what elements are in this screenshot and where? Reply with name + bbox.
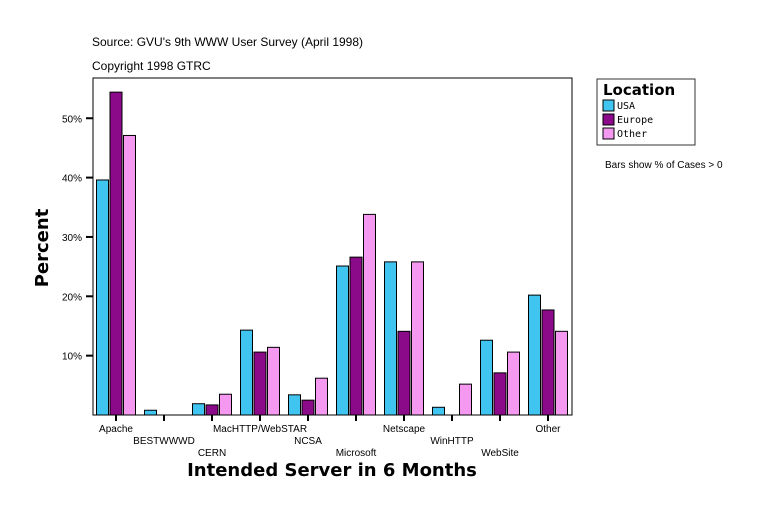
plot-area xyxy=(92,77,573,416)
x-tick-label: Apache xyxy=(99,424,133,435)
bar-europe-9 xyxy=(541,309,555,416)
y-tick-label: 20% xyxy=(62,292,82,303)
x-tick-label: MacHTTP/WebSTAR xyxy=(213,424,307,435)
bar-other-8 xyxy=(507,351,520,416)
legend-label-other: Other xyxy=(617,129,647,140)
bar-europe-6 xyxy=(397,330,411,416)
legend-label-usa: USA xyxy=(617,101,635,112)
bar-usa-8 xyxy=(480,339,493,416)
source-text: Source: GVU's 9th WWW User Survey (April… xyxy=(92,35,363,49)
y-axis-label: Percent xyxy=(32,208,53,287)
x-tick-label: NCSA xyxy=(294,436,322,447)
bar-usa-3 xyxy=(240,329,253,416)
y-tick-label: 50% xyxy=(62,114,82,125)
bar-other-5 xyxy=(363,213,376,416)
bar-usa-1 xyxy=(144,409,157,416)
y-tick-label: 10% xyxy=(62,352,82,363)
bar-usa-6 xyxy=(384,261,397,416)
bar-usa-0 xyxy=(96,179,109,416)
bar-europe-4 xyxy=(301,399,315,416)
bar-other-4 xyxy=(315,377,328,416)
bar-usa-7 xyxy=(432,406,445,416)
legend-label-europe: Europe xyxy=(617,115,653,126)
bar-europe-2 xyxy=(205,404,219,416)
copyright-text: Copyright 1998 GTRC xyxy=(92,59,211,73)
bar-other-7 xyxy=(459,383,472,416)
legend-swatch-other xyxy=(602,127,615,140)
bar-other-2 xyxy=(219,393,232,416)
bar-other-6 xyxy=(411,261,424,416)
legend-swatch-europe xyxy=(602,113,615,126)
bar-other-3 xyxy=(267,346,280,416)
bar-usa-2 xyxy=(192,403,205,416)
legend: Location USA Europe Other xyxy=(596,78,696,146)
bar-other-9 xyxy=(555,330,568,416)
note-text: Bars show % of Cases > 0 xyxy=(605,160,723,171)
x-tick-label: WinHTTP xyxy=(430,436,474,447)
x-tick-label: Netscape xyxy=(383,424,426,435)
bar-usa-4 xyxy=(288,394,301,416)
x-tick-label: BESTWWWD xyxy=(133,436,195,447)
x-axis-label: Intended Server in 6 Months xyxy=(187,460,477,481)
legend-title: Location xyxy=(603,81,675,99)
legend-swatch-usa xyxy=(602,99,615,112)
y-tick-label: 40% xyxy=(62,174,82,185)
bar-europe-3 xyxy=(253,351,267,416)
y-tick-label: 30% xyxy=(62,233,82,244)
x-tick-label: WebSite xyxy=(481,448,519,459)
bar-usa-5 xyxy=(336,265,349,416)
bar-europe-0 xyxy=(109,91,123,416)
bar-europe-5 xyxy=(349,256,363,416)
x-tick-label: Other xyxy=(535,424,561,435)
bar-other-0 xyxy=(123,134,136,416)
x-tick-label: Microsoft xyxy=(336,448,377,459)
bar-europe-8 xyxy=(493,372,507,416)
bar-usa-9 xyxy=(528,294,541,416)
x-tick-label: CERN xyxy=(198,448,226,459)
